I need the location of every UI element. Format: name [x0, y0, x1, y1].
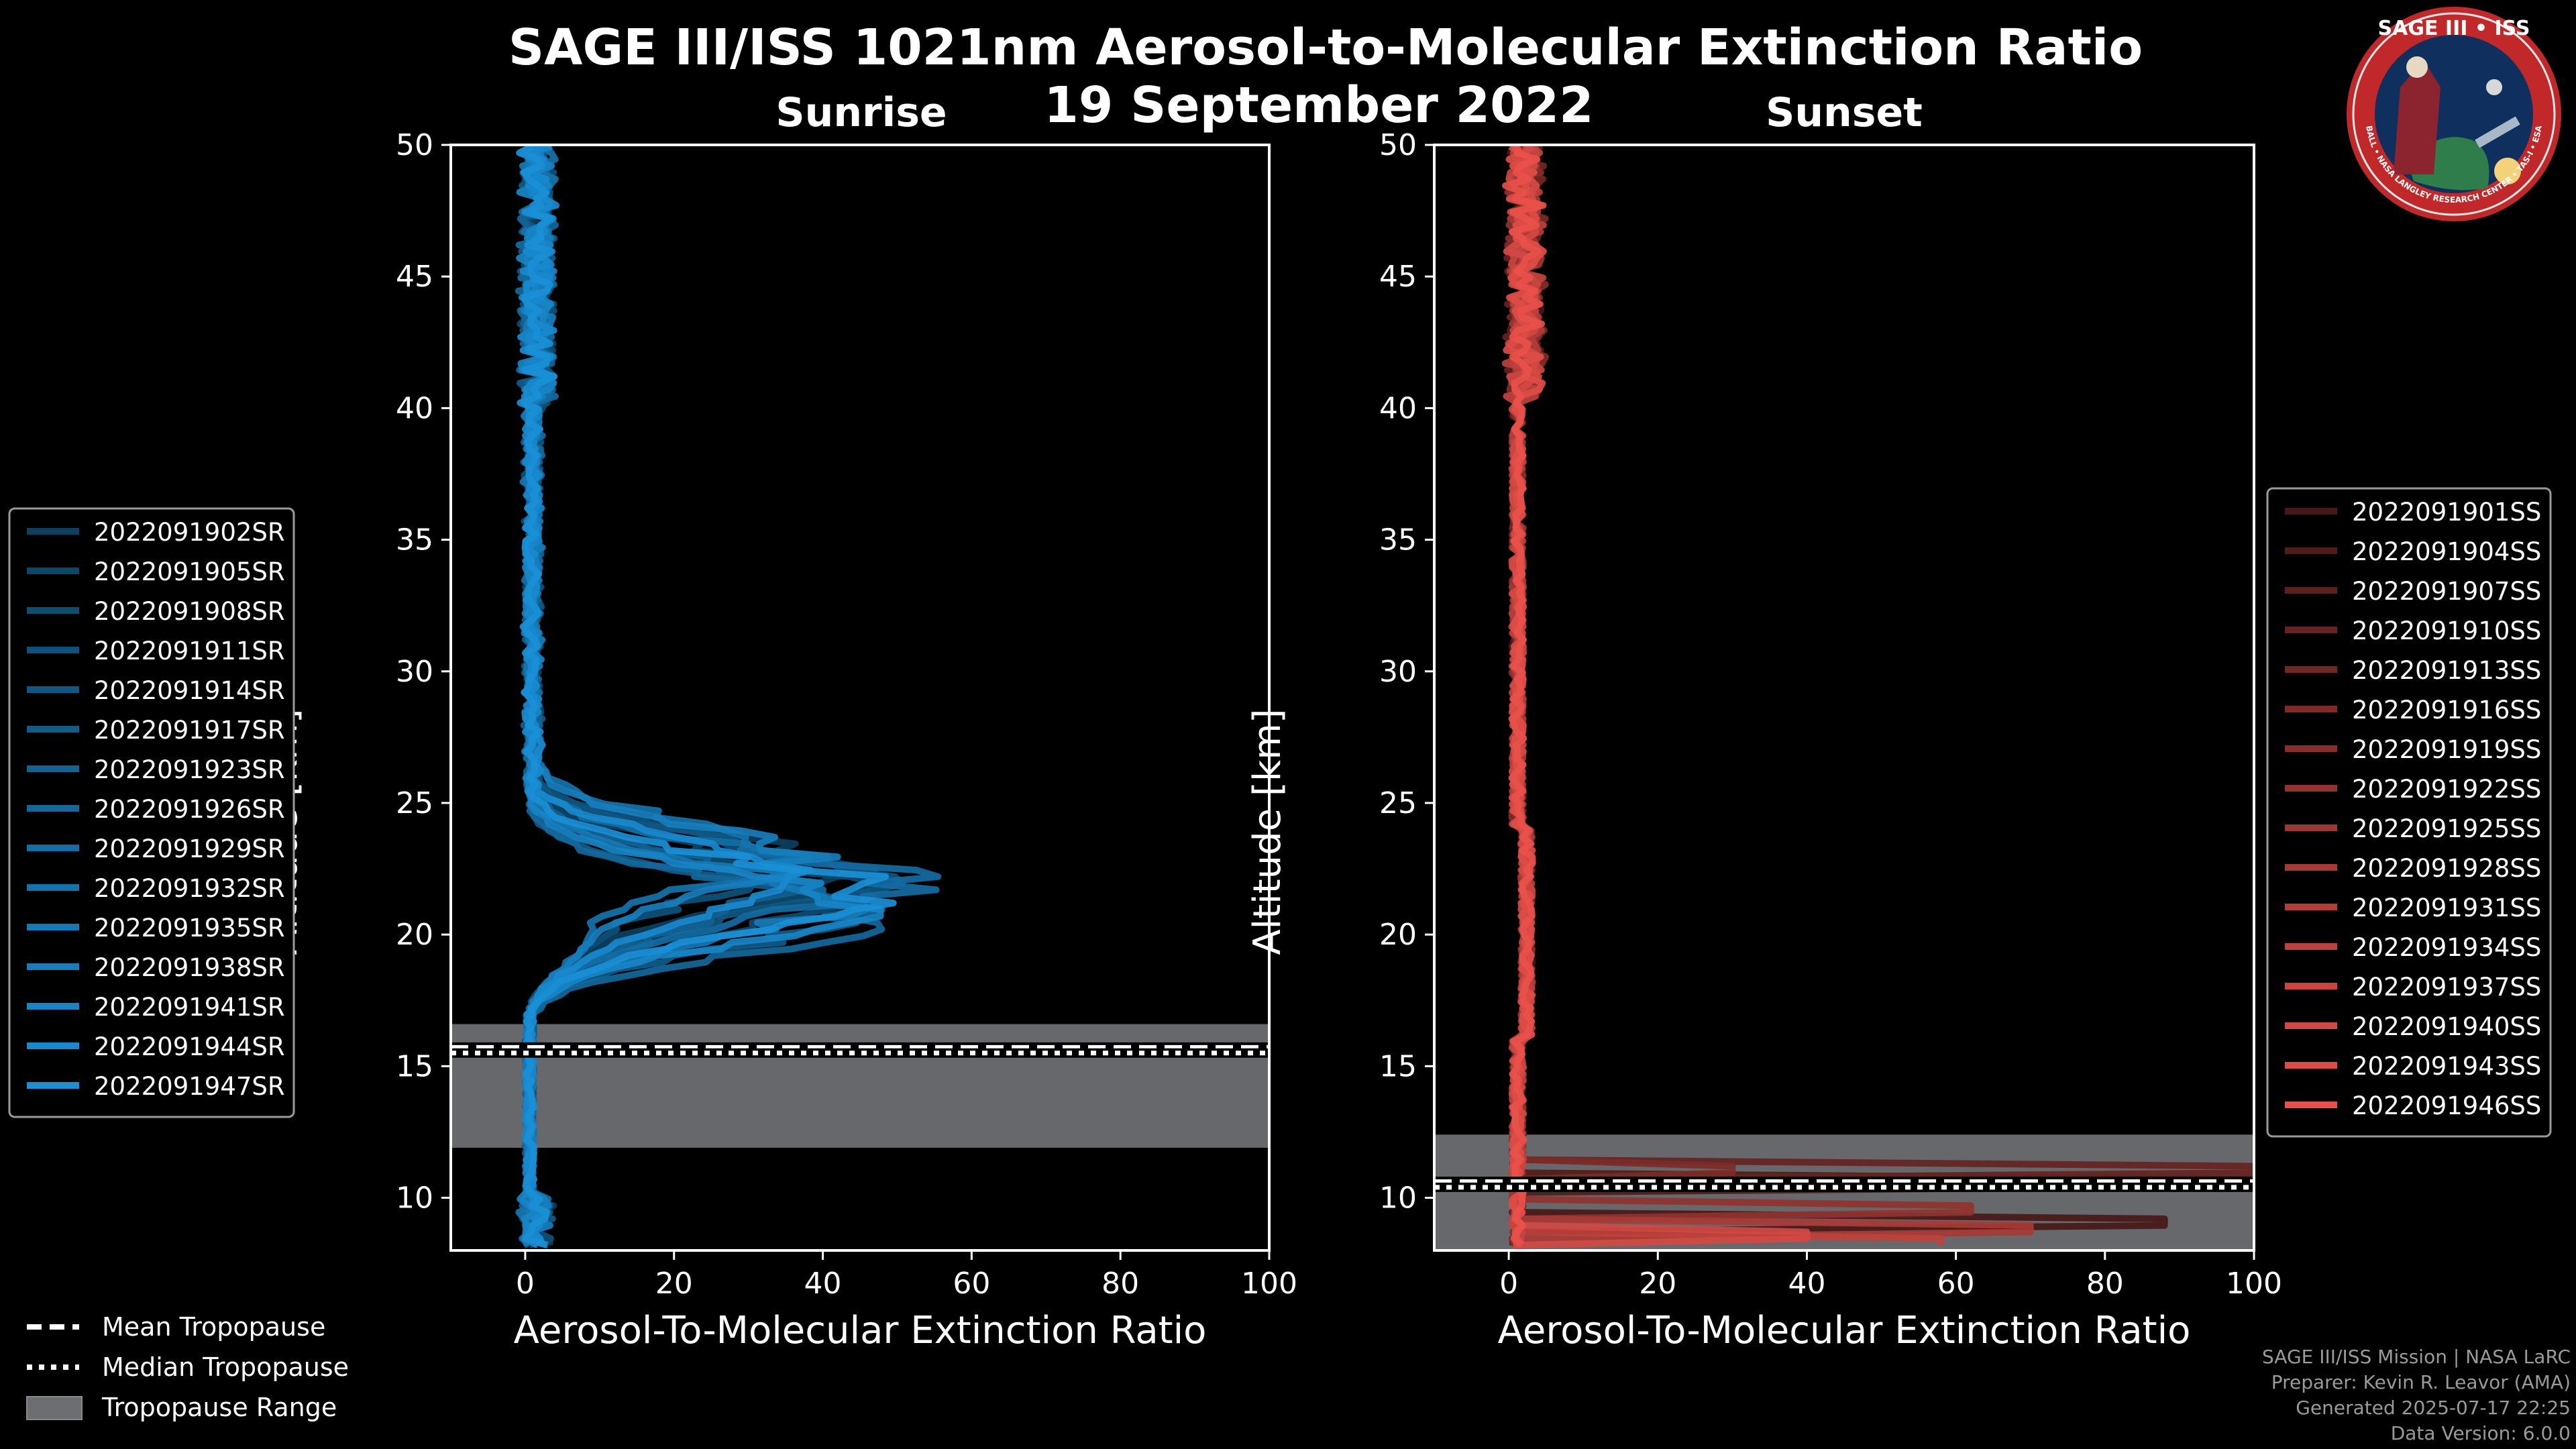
legend-label: 2022091934SS: [2352, 933, 2541, 962]
footer-generated: Generated 2025-07-17 22:25: [2296, 1397, 2571, 1419]
legend-label: 2022091914SR: [94, 676, 285, 705]
y-tick-label: 25: [1379, 786, 1417, 820]
sun-icon: [2494, 158, 2521, 184]
legend-label: 2022091928SS: [2352, 854, 2541, 883]
x-tick-label: 100: [1241, 1267, 1297, 1301]
legend-label: 2022091925SS: [2352, 814, 2541, 843]
y-tick-label: 25: [396, 786, 433, 820]
y-tick-label: 10: [1379, 1181, 1417, 1216]
sunrise-panel: 0 20 40 60 80 100 10 15 20 25 30 35 40 45 50 Sunrise Aer…: [262, 89, 1297, 1352]
legend-label: 2022091946SS: [2352, 1091, 2541, 1120]
logo-title: SAGE III • ISS: [2378, 17, 2530, 40]
moon-icon: [2486, 79, 2502, 95]
y-tick-label: 15: [1379, 1049, 1417, 1083]
legend-label: 2022091931SS: [2352, 894, 2541, 922]
x-tick-label: 100: [2226, 1267, 2282, 1301]
legend-label: 2022091935SR: [94, 914, 285, 943]
legend-label: 2022091910SS: [2352, 616, 2541, 645]
legend-label: 2022091947SR: [94, 1072, 285, 1101]
profile-2022091946SS: [1502, 146, 1547, 1248]
legend-label: 2022091940SS: [2352, 1012, 2541, 1041]
legend-label: 2022091902SR: [94, 518, 285, 547]
legend-label: 2022091916SS: [2352, 696, 2541, 724]
y-tick-label: 40: [1379, 391, 1417, 425]
x-tick-label: 40: [1788, 1267, 1825, 1301]
footer-mission: SAGE III/ISS Mission | NASA LaRC: [2262, 1346, 2571, 1368]
footer-preparer: Preparer: Kevin R. Leavor (AMA): [2271, 1371, 2571, 1393]
mean-tropopause-label: Mean Tropopause: [102, 1312, 325, 1342]
sunset-legend: 2022091901SS 2022091904SS 2022091907SS 2022…: [2266, 487, 2552, 1138]
sunrise-legend: 2022091902SR 2022091905SR 2022091908SR 2022…: [8, 507, 295, 1118]
y-tick-label: 30: [396, 655, 433, 689]
profile-2022091947SR: [516, 145, 897, 1248]
x-axis-label: Aerosol-To-Molecular Extinction Ratio: [514, 1309, 1207, 1352]
footer: SAGE III/ISS Mission | NASA LaRC Prepare…: [2262, 1344, 2571, 1446]
legend-label: 2022091937SS: [2352, 973, 2541, 1002]
x-tick-label: 40: [804, 1267, 842, 1301]
y-tick-label: 35: [1379, 523, 1417, 557]
legend-label: 2022091941SR: [94, 993, 285, 1022]
tropopause-range-swatch: [26, 1396, 83, 1420]
legend-label: 2022091905SR: [94, 557, 285, 586]
legend-label: 2022091901SS: [2352, 498, 2541, 527]
legend-label: 2022091943SS: [2352, 1052, 2541, 1081]
x-tick-label: 80: [1102, 1267, 1139, 1301]
legend-label: 2022091911SR: [94, 637, 285, 665]
tropopause-range-label: Tropopause Range: [101, 1393, 337, 1422]
x-tick-label: 60: [953, 1267, 990, 1301]
y-tick-label: 35: [396, 523, 433, 557]
date-title: 19 September 2022: [1044, 76, 1593, 134]
legend-label: 2022091907SS: [2352, 577, 2541, 606]
x-tick-label: 20: [1639, 1267, 1676, 1301]
main-title: SAGE III/ISS 1021nm Aerosol-to-Molecular…: [508, 19, 2143, 76]
x-tick-label: 80: [2086, 1267, 2124, 1301]
x-tick-label: 60: [1937, 1267, 1975, 1301]
x-tick-label: 0: [516, 1267, 535, 1301]
legend-label: 2022091923SR: [94, 755, 285, 784]
legend-label: 2022091904SS: [2352, 537, 2541, 566]
plot-frame: [449, 144, 1271, 1252]
y-tick-label: 10: [396, 1181, 433, 1216]
legend-label: 2022091929SR: [94, 835, 285, 863]
legend-label: 2022091932SR: [94, 874, 285, 903]
x-tick-label: 20: [655, 1267, 693, 1301]
panel-subtitle: Sunset: [1766, 89, 1923, 136]
plot-area: [1434, 145, 2254, 1250]
y-tick-label: 40: [396, 391, 433, 425]
sage-logo: SAGE III • ISS BALL • NASA LANGLEY RESEA…: [2347, 7, 2561, 221]
x-tick-label: 0: [1499, 1267, 1518, 1301]
y-tick-label: 45: [1379, 260, 1417, 294]
legend-label: 2022091913SS: [2352, 656, 2541, 685]
legend-label: 2022091926SR: [94, 795, 285, 824]
figure-icon: [2394, 60, 2440, 174]
y-tick-label: 20: [396, 918, 433, 952]
iss-icon: [2475, 116, 2520, 148]
legend-label: 2022091944SR: [94, 1032, 285, 1061]
tropopause-legend: Mean Tropopause Median Tropopause Tropop…: [26, 1312, 349, 1422]
legend-label: 2022091938SR: [94, 953, 285, 982]
y-tick-label: 20: [1379, 918, 1417, 952]
y-tick-label: 50: [1379, 128, 1417, 162]
median-tropopause-label: Median Tropopause: [102, 1352, 349, 1382]
footer-data-version: Data Version: 6.0.0: [2390, 1422, 2571, 1444]
plot-frame: [1433, 144, 2255, 1252]
y-tick-label: 50: [396, 128, 433, 162]
y-tick-label: 15: [396, 1049, 433, 1083]
sunset-panel: 0 20 40 60 80 100 10 15 20 25 30 35 40 45 50 Sunset Aero…: [1246, 89, 2282, 1352]
x-axis-label: Aerosol-To-Molecular Extinction Ratio: [1498, 1309, 2191, 1352]
profile-lines: [515, 145, 942, 1249]
profile-lines: [1501, 145, 2254, 1249]
legend-box: [2266, 487, 2552, 1138]
legend-label: 2022091908SR: [94, 597, 285, 626]
legend-box: [8, 507, 295, 1118]
legend-label: 2022091922SS: [2352, 775, 2541, 804]
legend-label: 2022091919SS: [2352, 735, 2541, 764]
y-tick-label: 30: [1379, 655, 1417, 689]
y-axis-label: Altitude [km]: [1246, 708, 1289, 955]
panel-subtitle: Sunrise: [775, 89, 947, 136]
legend-label: 2022091917SR: [94, 716, 285, 745]
y-tick-label: 45: [396, 260, 433, 294]
